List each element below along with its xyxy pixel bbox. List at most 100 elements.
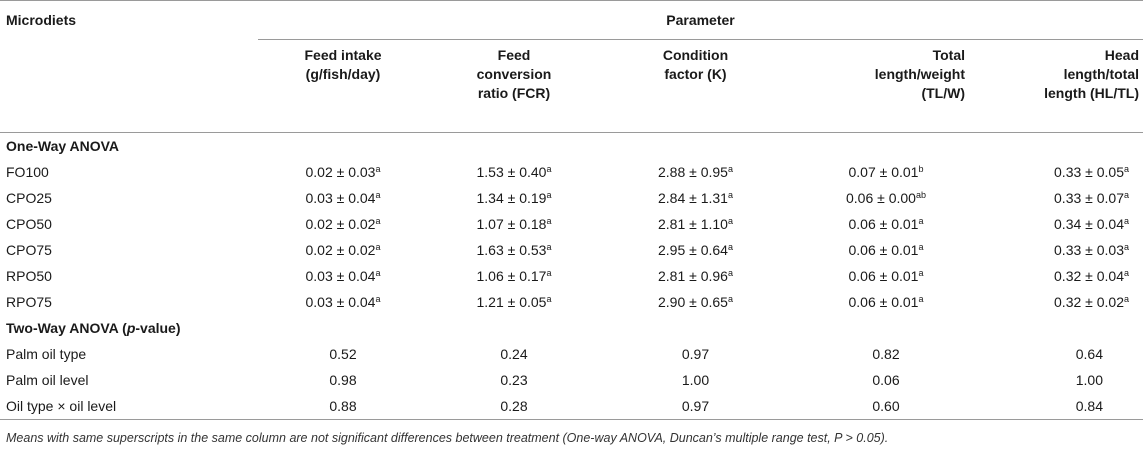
table-cell: 0.03 ± 0.04a <box>258 289 428 315</box>
table-row: Oil type × oil level 0.88 0.28 0.97 0.60 0.84 <box>0 393 1143 420</box>
cell-value: 0.34 ± 0.04 <box>1054 215 1124 232</box>
table-footnote: Means with same superscripts in the same… <box>6 431 889 445</box>
cell-superscript: a <box>375 215 381 226</box>
cell-value: 0.33 ± 0.03 <box>1054 241 1124 258</box>
row-label: Palm oil type <box>6 345 87 362</box>
parameter-header: Parameter <box>258 1 1143 40</box>
cell-superscript: a <box>918 241 924 252</box>
table-cell: 0.06 ± 0.01a <box>791 289 981 315</box>
cell-value: 2.81 ± 0.96 <box>658 267 728 284</box>
cell-value: 0.32 ± 0.04 <box>1054 267 1124 284</box>
table-cell: 1.07 ± 0.18a <box>428 211 600 237</box>
table-cell: 0.28 <box>500 397 528 414</box>
row-label: Oil type × oil level <box>6 397 117 414</box>
one-way-rows: FO100 0.02 ± 0.03a 1.53 ± 0.40a 2.88 ± 0.95… <box>0 159 1143 315</box>
col-header-feed-intake: Feed intake (g/fish/day) <box>258 40 428 133</box>
table-cell: 0.52 <box>329 345 357 362</box>
cell-superscript: a <box>375 163 381 174</box>
results-table: Microdiets Parameter Feed intake (g/fish… <box>0 0 1143 420</box>
col-header-line: (g/fish/day) <box>305 66 381 82</box>
col-header-condition-factor: Condition factor (K) <box>600 40 791 133</box>
table-cell: 1.53 ± 0.40a <box>428 159 600 185</box>
cell-value: 0.02 ± 0.03 <box>305 163 376 180</box>
cell-value: 0.33 ± 0.05 <box>1054 163 1124 180</box>
cell-superscript: a <box>1123 215 1129 226</box>
col-header-fcr: Feed conversion ratio (FCR) <box>428 40 600 133</box>
cell-superscript: b <box>918 163 924 174</box>
cell-superscript: a <box>1123 163 1129 174</box>
cell-value: 2.95 ± 0.64 <box>658 241 728 258</box>
cell-superscript: a <box>918 215 924 226</box>
table-cell: 0.34 ± 0.04a <box>981 211 1143 237</box>
cell-superscript: a <box>546 241 552 252</box>
table-cell: 0.33 ± 0.07a <box>981 185 1143 211</box>
table-cell: 0.02 ± 0.02a <box>258 211 428 237</box>
table-cell: 0.06 ± 0.00ab <box>791 185 981 211</box>
col-header-line: Head <box>1104 47 1139 63</box>
cell-value: 0.06 ± 0.01 <box>848 215 919 232</box>
cell-value: 1.63 ± 0.53 <box>476 241 547 258</box>
table-cell: 2.81 ± 1.10a <box>600 211 791 237</box>
cell-value: 2.84 ± 1.31 <box>658 189 728 206</box>
cell-value: 0.06 ± 0.00 <box>846 189 916 206</box>
col-header-line: Total <box>932 47 965 63</box>
col-header-line: length/total <box>1063 66 1139 82</box>
table-cell: 0.33 ± 0.03a <box>981 237 1143 263</box>
cell-superscript: a <box>375 189 381 200</box>
table-row: RPO75 0.03 ± 0.04a 1.21 ± 0.05a 2.90 ± 0.65… <box>0 289 1143 315</box>
table-cell: 1.00 <box>681 371 710 388</box>
col-header-line: conversion <box>476 66 552 82</box>
cell-superscript: a <box>727 267 733 278</box>
cell-value: 0.06 ± 0.01 <box>848 267 919 284</box>
cell-value: 1.06 ± 0.17 <box>476 267 547 284</box>
two-way-title-italic: p <box>126 319 136 336</box>
table-cell: 1.00 <box>1075 371 1103 388</box>
table-cell: 0.02 ± 0.02a <box>258 237 428 263</box>
table-cell: 0.06 <box>872 371 900 388</box>
cell-superscript: ab <box>915 189 926 200</box>
table-cell: 0.33 ± 0.05a <box>981 159 1143 185</box>
section-one-way-anova: One-Way ANOVA <box>6 137 120 154</box>
cell-superscript: a <box>546 163 552 174</box>
table-row: CPO50 0.02 ± 0.02a 1.07 ± 0.18a 2.81 ± 1.10… <box>0 211 1143 237</box>
cell-superscript: a <box>1123 189 1129 200</box>
cell-superscript: a <box>727 189 733 200</box>
table-row: RPO50 0.03 ± 0.04a 1.06 ± 0.17a 2.81 ± 0.96… <box>0 263 1143 289</box>
table-cell: 0.06 ± 0.01a <box>791 237 981 263</box>
cell-superscript: a <box>546 215 552 226</box>
cell-superscript: a <box>375 293 381 304</box>
table-cell: 2.84 ± 1.31a <box>600 185 791 211</box>
cell-value: 0.33 ± 0.07 <box>1054 189 1124 206</box>
table-cell: 0.32 ± 0.02a <box>981 289 1143 315</box>
section-two-way-anova: Two-Way ANOVA (p-value) <box>0 315 1143 341</box>
cell-superscript: a <box>727 215 733 226</box>
table-cell: 1.21 ± 0.05a <box>428 289 600 315</box>
cell-value: 2.90 ± 0.65 <box>658 293 728 310</box>
table-row: CPO75 0.02 ± 0.02a 1.63 ± 0.53a 2.95 ± 0.64… <box>0 237 1143 263</box>
col-header-line: (TL/W) <box>921 85 965 101</box>
cell-superscript: a <box>546 293 552 304</box>
row-label: RPO75 <box>6 293 52 310</box>
table-cell: 0.24 <box>500 345 528 362</box>
table-cell: 0.32 ± 0.04a <box>981 263 1143 289</box>
row-label: CPO25 <box>6 189 52 206</box>
table-cell: 0.23 <box>500 371 528 388</box>
table-row: CPO25 0.03 ± 0.04a 1.34 ± 0.19a 2.84 ± 1.31… <box>0 185 1143 211</box>
col-header-hl-tl: Head length/total length (HL/TL) <box>981 40 1143 133</box>
table-row: FO100 0.02 ± 0.03a 1.53 ± 0.40a 2.88 ± 0.95… <box>0 159 1143 185</box>
table-cell: 0.97 <box>681 345 710 362</box>
table-row: Palm oil type 0.52 0.24 0.97 0.82 0.64 <box>0 341 1143 367</box>
two-way-rows: Palm oil type 0.52 0.24 0.97 0.82 0.64 Palm oi… <box>0 341 1143 420</box>
table-cell: 0.07 ± 0.01b <box>791 159 981 185</box>
cell-value: 1.34 ± 0.19 <box>476 189 547 206</box>
table-cell: 0.88 <box>329 397 357 414</box>
cell-superscript: a <box>727 293 733 304</box>
cell-superscript: a <box>918 293 924 304</box>
table-cell: 0.82 <box>872 345 900 362</box>
cell-value: 0.03 ± 0.04 <box>305 189 376 206</box>
cell-superscript: a <box>375 241 381 252</box>
col-header-line: Feed <box>497 47 531 63</box>
cell-value: 0.07 ± 0.01 <box>848 163 919 180</box>
cell-value: 1.53 ± 0.40 <box>476 163 547 180</box>
